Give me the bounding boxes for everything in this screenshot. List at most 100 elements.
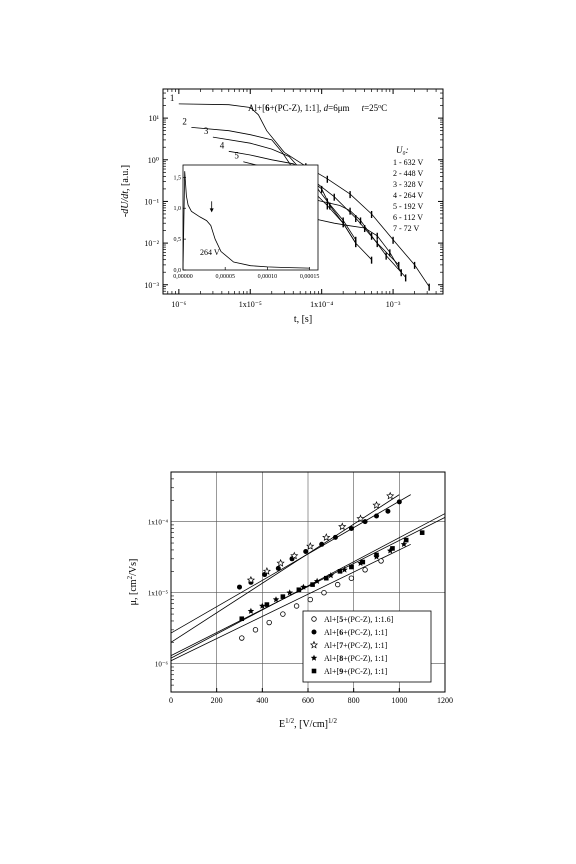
legend-title: U₀: (396, 145, 409, 155)
data-point-series-3 (372, 501, 381, 509)
data-point-series-5 (280, 594, 286, 599)
transient-chart: 10⁻⁶ 1x10⁻⁵ 1x10⁻⁴ 10⁻³ 10⁻³ 10⁻² 10⁻¹ 10⁰ 10¹ 1… (120, 88, 444, 325)
legend-item-1: 1 - 632 V (393, 158, 424, 167)
transient-x-axis-label: t, [s] (294, 314, 312, 325)
legend-item-7: 7 - 72 V (393, 224, 420, 233)
data-point-series-3 (246, 575, 256, 584)
legend-item-4: Al+[8+(PC-Z), 1:1] (324, 654, 388, 663)
y-tick-label: 10⁰ (148, 156, 159, 165)
data-point-series-3 (356, 514, 365, 523)
data-point-series-5 (390, 546, 395, 551)
curve-label-3: 3 (204, 126, 209, 136)
data-point-series-4 (341, 566, 348, 573)
data-point-series-5 (360, 559, 366, 565)
mobility-y-axis-label: μ, [cm2/Vs] (126, 559, 139, 606)
data-point-series-1 (348, 575, 355, 581)
data-point-series-2 (303, 549, 309, 555)
curve-label-1: 1 (170, 93, 175, 103)
data-point-series-5 (419, 530, 425, 535)
x-tick-label: 200 (211, 696, 223, 705)
data-point-series-1 (266, 619, 272, 626)
inset-y-tick-label: 0,5 (174, 237, 182, 243)
data-point-series-1 (252, 627, 259, 633)
x-tick-label: 1000 (391, 696, 407, 705)
fit-line-2 (170, 494, 411, 634)
x-tick-label: 1200 (437, 696, 453, 705)
mobility-x-axis-label: E1/2, [V/cm]1/2 (279, 717, 337, 730)
legend-marker-3 (309, 640, 319, 649)
data-point-series-4 (327, 572, 335, 579)
data-point-series-2 (275, 565, 281, 571)
inset-y-tick-label: 1,5 (174, 175, 182, 181)
fit-line-1 (170, 543, 411, 662)
fit-line-5 (170, 516, 446, 656)
data-point-series-2 (396, 499, 402, 505)
x-tick-label: 10⁻³ (386, 300, 401, 309)
legend-marker-1 (311, 616, 317, 622)
legend-marker-5 (311, 668, 317, 674)
legend-item-5: 5 - 192 V (393, 202, 424, 211)
x-tick-label: 10⁻⁶ (171, 300, 186, 309)
data-point-series-5 (374, 552, 379, 558)
y-tick-label: 10⁻¹ (144, 197, 159, 206)
data-point-series-4 (272, 596, 280, 603)
legend-item-2: Al+[6+(PC-Z), 1:1] (324, 628, 388, 637)
data-point-series-3 (290, 551, 299, 560)
legend-marker-2 (311, 629, 317, 635)
data-point-series-5 (337, 569, 343, 574)
curve-label-2: 2 (182, 116, 187, 126)
legend-marker-4 (310, 654, 318, 661)
data-point-series-4 (313, 577, 321, 584)
data-point-series-3 (306, 541, 315, 550)
y-tick-label: 10⁻² (144, 239, 159, 248)
inset-label: 264 V (200, 248, 220, 257)
data-point-series-1 (334, 581, 341, 588)
y-tick-label: 10⁻³ (144, 281, 159, 290)
fit-line-4 (170, 513, 446, 659)
data-point-series-4 (286, 589, 293, 596)
data-point-series-2 (332, 534, 338, 540)
y-tick-label: 10¹ (149, 114, 160, 123)
data-point-series-1 (293, 603, 300, 609)
data-point-series-2 (374, 513, 379, 519)
data-point-series-3 (386, 491, 395, 500)
legend-item-3: 3 - 328 V (393, 180, 424, 189)
legend-item-2: 2 - 448 V (393, 169, 424, 178)
inset-curve (182, 171, 310, 271)
inset-frame (182, 164, 319, 271)
y-tick-label: 10⁻⁶ (155, 661, 169, 669)
data-point-series-4 (247, 607, 255, 614)
y-tick-label: 1x10⁻⁵ (148, 590, 169, 598)
data-point-series-1 (321, 589, 327, 596)
data-point-series-5 (403, 537, 409, 543)
data-point-series-3 (276, 558, 285, 567)
data-point-series-1 (362, 567, 368, 573)
data-point-series-4 (259, 602, 266, 609)
data-point-series-5 (349, 564, 354, 570)
data-point-series-5 (296, 587, 302, 593)
x-tick-label: 800 (348, 696, 360, 705)
curve-label-4: 4 (220, 140, 225, 150)
inset-x-tick-label: 0,00005 (215, 274, 235, 280)
inset-x-tick-label: 0,00010 (258, 274, 278, 280)
x-tick-label: 400 (256, 696, 268, 705)
data-point-series-2 (237, 584, 242, 590)
inset-arrow-head (209, 208, 214, 213)
transient-chart-title: Al+[6+(PC-Z), 1:1], d=6μm t=25oC (248, 103, 387, 113)
mobility-chart: 0 200 400 600 800 1000 1200 10⁻⁶ 1x10⁻⁵ 1x10⁻⁴ Al… (126, 471, 453, 730)
x-tick-label: 600 (302, 696, 314, 705)
transient-y-axis-label: -dU/dt, [a.u.] (120, 165, 131, 217)
x-tick-label: 1x10⁻⁵ (239, 300, 262, 309)
legend-item-4: 4 - 264 V (393, 191, 424, 200)
data-point-series-3 (322, 533, 331, 541)
legend-item-6: 6 - 112 V (393, 213, 423, 222)
data-point-series-2 (319, 541, 325, 547)
data-point-series-5 (239, 616, 245, 622)
data-point-series-5 (264, 602, 270, 607)
transient-plot-frame (162, 88, 444, 295)
x-tick-label: 0 (169, 696, 173, 705)
y-tick-label: 1x10⁻⁴ (148, 519, 169, 527)
inset-y-tick-label: 0,0 (174, 268, 182, 274)
data-point-series-1 (280, 611, 286, 617)
